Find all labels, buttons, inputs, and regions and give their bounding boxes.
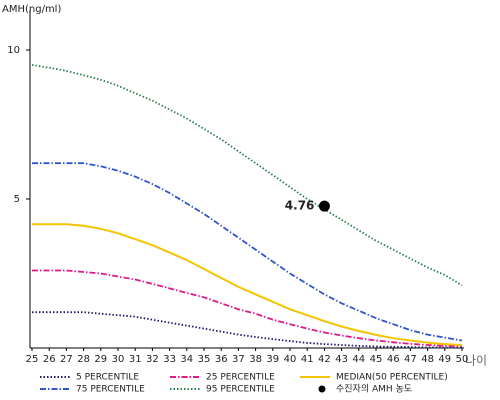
x-tick-label: 36 [215, 354, 228, 365]
x-tick-label: 29 [94, 354, 107, 365]
y-tick-label: 10 [7, 45, 20, 56]
x-tick-label: 37 [232, 354, 245, 365]
data-point [318, 200, 330, 212]
legend-label: MEDIAN(50 PERCENTILE) [336, 373, 448, 383]
x-tick-label: 49 [438, 354, 451, 365]
x-tick-label: 32 [146, 354, 159, 365]
legend-label: 75 PERCENTILE [76, 385, 145, 395]
line-series [32, 162, 463, 342]
line-series [31, 64, 463, 287]
x-tick-label: 50 [456, 354, 469, 365]
x-tick-label: 31 [129, 354, 142, 365]
x-tick-label: 33 [163, 354, 176, 365]
x-tick-label: 34 [180, 354, 193, 365]
x-axis-label: 나이 [465, 354, 487, 368]
line-series [32, 269, 463, 348]
x-tick-label: 48 [421, 354, 434, 365]
x-tick-label: 25 [26, 354, 39, 365]
x-tick-label: 43 [335, 354, 348, 365]
x-tick-label: 42 [318, 354, 331, 365]
x-tick-label: 28 [77, 354, 90, 365]
x-tick-label: 46 [387, 354, 400, 365]
legend-label: 수진자의 AMH 농도 [336, 384, 412, 395]
x-tick-label: 40 [284, 354, 297, 365]
line-series [32, 311, 463, 349]
x-tick-label: 35 [198, 354, 211, 365]
legend-label: 95 PERCENTILE [206, 385, 275, 395]
legend-label: 25 PERCENTILE [206, 373, 275, 383]
x-tick-label: 26 [43, 354, 56, 365]
y-tick-label: 5 [14, 194, 20, 205]
x-tick-label: 45 [370, 354, 383, 365]
x-tick-label: 30 [112, 354, 125, 365]
line-series [32, 223, 463, 346]
x-tick-label: 44 [352, 354, 365, 365]
legend-label: 5 PERCENTILE [76, 373, 139, 383]
y-axis-label: AMH(ng/ml) [2, 4, 61, 15]
x-tick-label: 38 [249, 354, 262, 365]
x-tick-label: 47 [404, 354, 417, 365]
x-tick-label: 39 [266, 354, 279, 365]
x-tick-label: 41 [301, 354, 314, 365]
data-label: 4.76 [285, 199, 315, 213]
x-tick-label: 27 [60, 354, 73, 365]
legend-marker [318, 385, 326, 393]
